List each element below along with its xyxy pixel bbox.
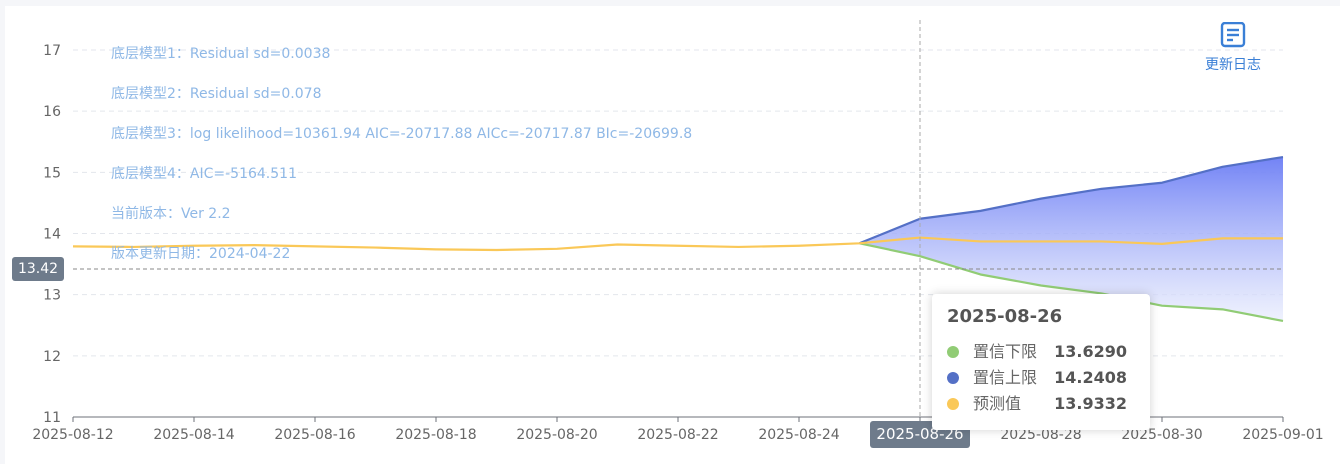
lower-bound-line [859, 242, 1284, 323]
tooltip-series-name: 预测值 [973, 394, 1022, 413]
tooltip-row-lower: 置信下限 13.6290 [947, 339, 1139, 365]
y-tick-label: 14 [43, 227, 61, 243]
tooltip-series-name: 置信上限 [973, 368, 1038, 387]
tooltip-series-name: 置信下限 [973, 342, 1038, 361]
tooltip-series-value: 13.6290 [1054, 342, 1127, 361]
annotation-update-date: 版本更新日期：2024-04-22 [111, 246, 291, 262]
x-tick-label: 2025-08-30 [1121, 427, 1202, 443]
confidence-band [859, 157, 1283, 321]
x-tick-label: 2025-09-01 [1242, 427, 1323, 443]
changelog-button[interactable]: 更新日志 [1200, 21, 1266, 74]
annotation-model-1: 底层模型1：Residual sd=0.0038 [111, 46, 331, 62]
series-dot-forecast [947, 398, 959, 410]
x-tick-label: 2025-08-16 [274, 427, 355, 443]
y-tick-label: 16 [43, 104, 61, 120]
annotation-model-2: 底层模型2：Residual sd=0.078 [111, 86, 322, 102]
upper-bound-line [859, 155, 1284, 245]
y-tick-label: 13 [43, 288, 61, 304]
tooltip-series-value: 14.2408 [1054, 368, 1127, 387]
annotation-version: 当前版本：Ver 2.2 [111, 206, 231, 222]
y-axis-pointer-label: 13.42 [12, 257, 64, 281]
chart-tooltip: 2025-08-26 置信下限 13.6290 置信上限 14.2408 预测值… [932, 294, 1150, 430]
x-tick-label: 2025-08-14 [153, 427, 234, 443]
tooltip-row-forecast: 预测值 13.9332 [947, 391, 1139, 417]
x-tick-label: 2025-08-20 [516, 427, 597, 443]
series-dot-upper [947, 372, 959, 384]
series-dot-lower [947, 346, 959, 358]
document-icon [1220, 21, 1246, 48]
x-tick-label: 2025-08-22 [637, 427, 718, 443]
x-tick-label: 2025-08-24 [758, 427, 839, 443]
forecast-line [72, 236, 1283, 252]
annotation-model-3: 底层模型3：log likelihood=10361.94 AIC=-20717… [111, 126, 693, 142]
x-tick-label: 2025-08-12 [32, 427, 113, 443]
tooltip-series-value: 13.9332 [1054, 394, 1127, 413]
x-tick-label: 2025-08-28 [1000, 427, 1081, 443]
tooltip-row-upper: 置信上限 14.2408 [947, 365, 1139, 391]
changelog-label: 更新日志 [1205, 57, 1261, 73]
y-tick-label: 11 [43, 410, 61, 426]
x-tick-label: 2025-08-18 [395, 427, 476, 443]
y-tick-label: 12 [43, 349, 61, 365]
y-tick-label: 17 [43, 43, 61, 59]
annotation-model-4: 底层模型4：AIC=-5164.511 [111, 166, 297, 182]
tooltip-title: 2025-08-26 [947, 306, 1063, 327]
y-tick-label: 15 [43, 165, 61, 181]
